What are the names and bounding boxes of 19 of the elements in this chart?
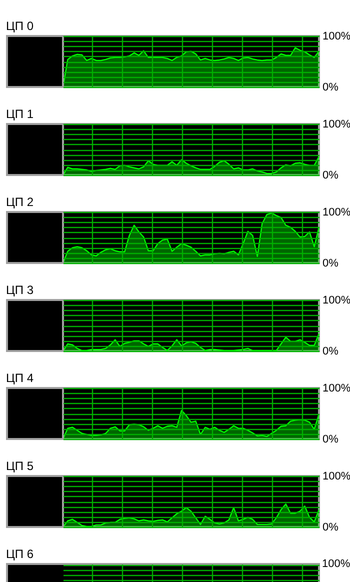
text: ЦП 6 bbox=[6, 547, 34, 561]
y-tick-label: 0% bbox=[322, 82, 339, 94]
y-tick-label: 100% bbox=[322, 206, 350, 218]
chart-title: ЦП 4 bbox=[6, 371, 34, 385]
y-tick-label: 100% bbox=[322, 382, 350, 394]
y-tick-label: 100% bbox=[322, 294, 350, 306]
y-tick-label: 0% bbox=[322, 170, 339, 182]
y-tick-label: 100% bbox=[322, 30, 350, 42]
y-tick-label: 100% bbox=[322, 470, 350, 482]
chart-title: ЦП 3 bbox=[6, 283, 34, 297]
y-tick-label: 0% bbox=[322, 346, 339, 358]
y-tick-label: 100% bbox=[322, 118, 350, 130]
y-tick-label: 0% bbox=[322, 434, 339, 446]
chart-title: ЦП 1 bbox=[6, 107, 34, 121]
chart-title: ЦП 5 bbox=[6, 459, 34, 473]
chart-title: ЦП 0 bbox=[6, 19, 34, 33]
y-tick-label: 0% bbox=[322, 522, 339, 534]
y-tick-label: 0% bbox=[322, 258, 339, 270]
chart-title: ЦП 2 bbox=[6, 195, 34, 209]
